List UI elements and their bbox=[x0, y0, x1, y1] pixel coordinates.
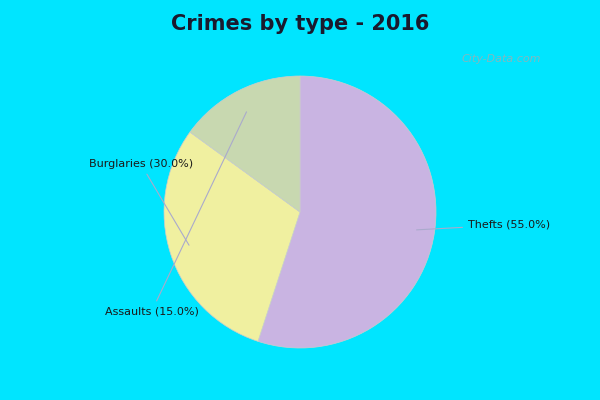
Text: Assaults (15.0%): Assaults (15.0%) bbox=[105, 112, 247, 316]
Wedge shape bbox=[190, 76, 300, 212]
Text: Thefts (55.0%): Thefts (55.0%) bbox=[416, 220, 550, 230]
Text: Crimes by type - 2016: Crimes by type - 2016 bbox=[171, 14, 429, 34]
Text: City-Data.com: City-Data.com bbox=[461, 54, 541, 64]
Text: Burglaries (30.0%): Burglaries (30.0%) bbox=[89, 159, 193, 245]
Wedge shape bbox=[164, 132, 300, 341]
Wedge shape bbox=[258, 76, 436, 348]
